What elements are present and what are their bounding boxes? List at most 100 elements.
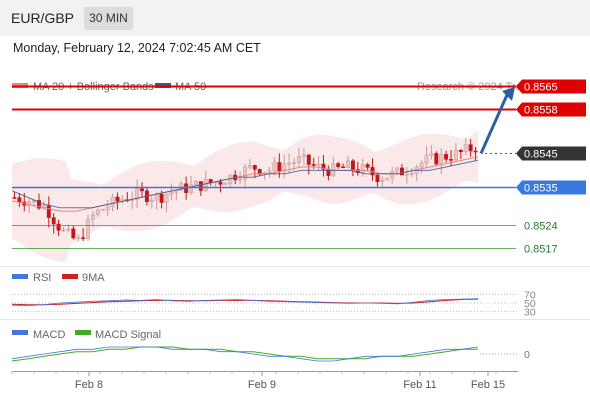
candle-body: [360, 164, 365, 173]
candle-body: [193, 181, 198, 186]
candle-body: [115, 196, 120, 202]
candle-body: [429, 153, 434, 156]
candle-body: [189, 184, 194, 193]
rsi-tick-label: 30: [524, 307, 536, 319]
forecast-arrow-head: [502, 86, 515, 101]
candle-body: [331, 163, 336, 176]
candle-body: [409, 173, 414, 175]
candle-body: [149, 199, 154, 202]
candle-body: [468, 144, 473, 152]
x-tick-label: Feb 8: [75, 379, 103, 391]
level-tag-0.8545: [516, 146, 586, 161]
candle-body: [17, 197, 22, 203]
candle-body: [218, 181, 223, 185]
header-bar: EUR/GBP 30 MIN: [0, 0, 590, 36]
level-tag-0.8565: [516, 79, 586, 94]
candle-body: [365, 164, 370, 168]
candle-body: [341, 166, 346, 169]
x-tick-label: Feb 15: [471, 379, 505, 391]
candle-body: [46, 205, 51, 218]
rsi-tick-label: 70: [524, 289, 536, 301]
candle-body: [223, 183, 228, 185]
macd-line: [11, 346, 479, 362]
candle-body: [90, 214, 95, 220]
candle-body: [419, 162, 424, 168]
candle-body: [311, 164, 316, 166]
candle-body: [81, 237, 86, 239]
candle-body: [287, 162, 292, 165]
rsi-legend-swatch: [12, 274, 28, 279]
datetime-label: Monday, February 12, 2024 7:02:45 AM CET: [13, 41, 261, 55]
candle-body: [424, 155, 429, 164]
macd-signal-legend-swatch: [75, 330, 91, 335]
level-label-0.8517: 0.8517: [524, 244, 558, 256]
candle-body: [380, 179, 385, 182]
candle-body: [267, 170, 272, 173]
candle-body: [316, 163, 321, 166]
level-label-0.8524: 0.8524: [524, 221, 558, 233]
timeframe-button[interactable]: 30 MIN: [84, 7, 133, 30]
candle-body: [110, 196, 115, 208]
candle-body: [296, 156, 301, 164]
candle-body: [404, 173, 409, 176]
rsi-legend-label: RSI: [33, 272, 51, 284]
level-label-0.8558: 0.8558: [524, 105, 558, 117]
candle-body: [238, 178, 243, 181]
candle-body: [292, 162, 297, 165]
candle-body: [336, 163, 341, 168]
candle-body: [169, 191, 174, 195]
level-label-0.8565: 0.8565: [524, 82, 558, 94]
candle-body: [71, 228, 76, 239]
rsi-ma-legend-swatch: [62, 274, 78, 279]
rsi-ma-legend-label: 9MA: [82, 272, 105, 284]
x-tick-label: Feb 11: [403, 379, 436, 391]
candle-body: [434, 153, 439, 165]
candle-body: [51, 217, 56, 225]
candle-body: [350, 160, 355, 170]
candle-body: [203, 179, 208, 191]
candle-body: [105, 206, 110, 210]
candle-body: [473, 150, 478, 153]
candle-body: [400, 167, 404, 176]
candle-body: [95, 209, 100, 216]
rsi-tick-label: 50: [524, 298, 536, 310]
candle-body: [159, 193, 164, 203]
candle-body: [395, 167, 400, 172]
candle-body: [140, 188, 144, 192]
level-label-0.8535: 0.8535: [524, 183, 558, 195]
candle-body: [135, 188, 140, 200]
candle-body: [272, 162, 277, 172]
candle-body: [243, 166, 247, 180]
candle-body: [247, 165, 252, 168]
candle-body: [27, 201, 32, 206]
candle-body: [346, 160, 350, 168]
macd-tick-label: 0: [524, 349, 530, 361]
candle-body: [12, 197, 17, 199]
candle-body: [66, 228, 71, 231]
candle-body: [390, 171, 395, 179]
macd-legend-label: MACD: [33, 329, 65, 341]
candle-body: [321, 163, 326, 170]
candle-body: [86, 219, 90, 239]
candle-body: [154, 193, 159, 201]
macd-signal-legend-label: MACD Signal: [95, 329, 161, 341]
candle-body: [56, 223, 61, 231]
symbol-label: EUR/GBP: [11, 10, 75, 26]
candle-body: [277, 162, 282, 172]
forecast-arrow-shaft: [479, 94, 509, 155]
candle-body: [444, 154, 449, 160]
candle-body: [453, 150, 458, 161]
candle-body: [306, 154, 311, 165]
candle-body: [439, 154, 444, 165]
candle-body: [76, 237, 81, 239]
candle-body: [301, 154, 306, 157]
candle-body: [385, 177, 390, 181]
candle-body: [174, 190, 179, 193]
level-tag-0.8535: [516, 180, 586, 195]
candle-body: [164, 194, 169, 203]
candle-body: [463, 144, 468, 153]
bollinger-band: [12, 130, 478, 262]
x-tick-label: Feb 9: [248, 379, 276, 391]
